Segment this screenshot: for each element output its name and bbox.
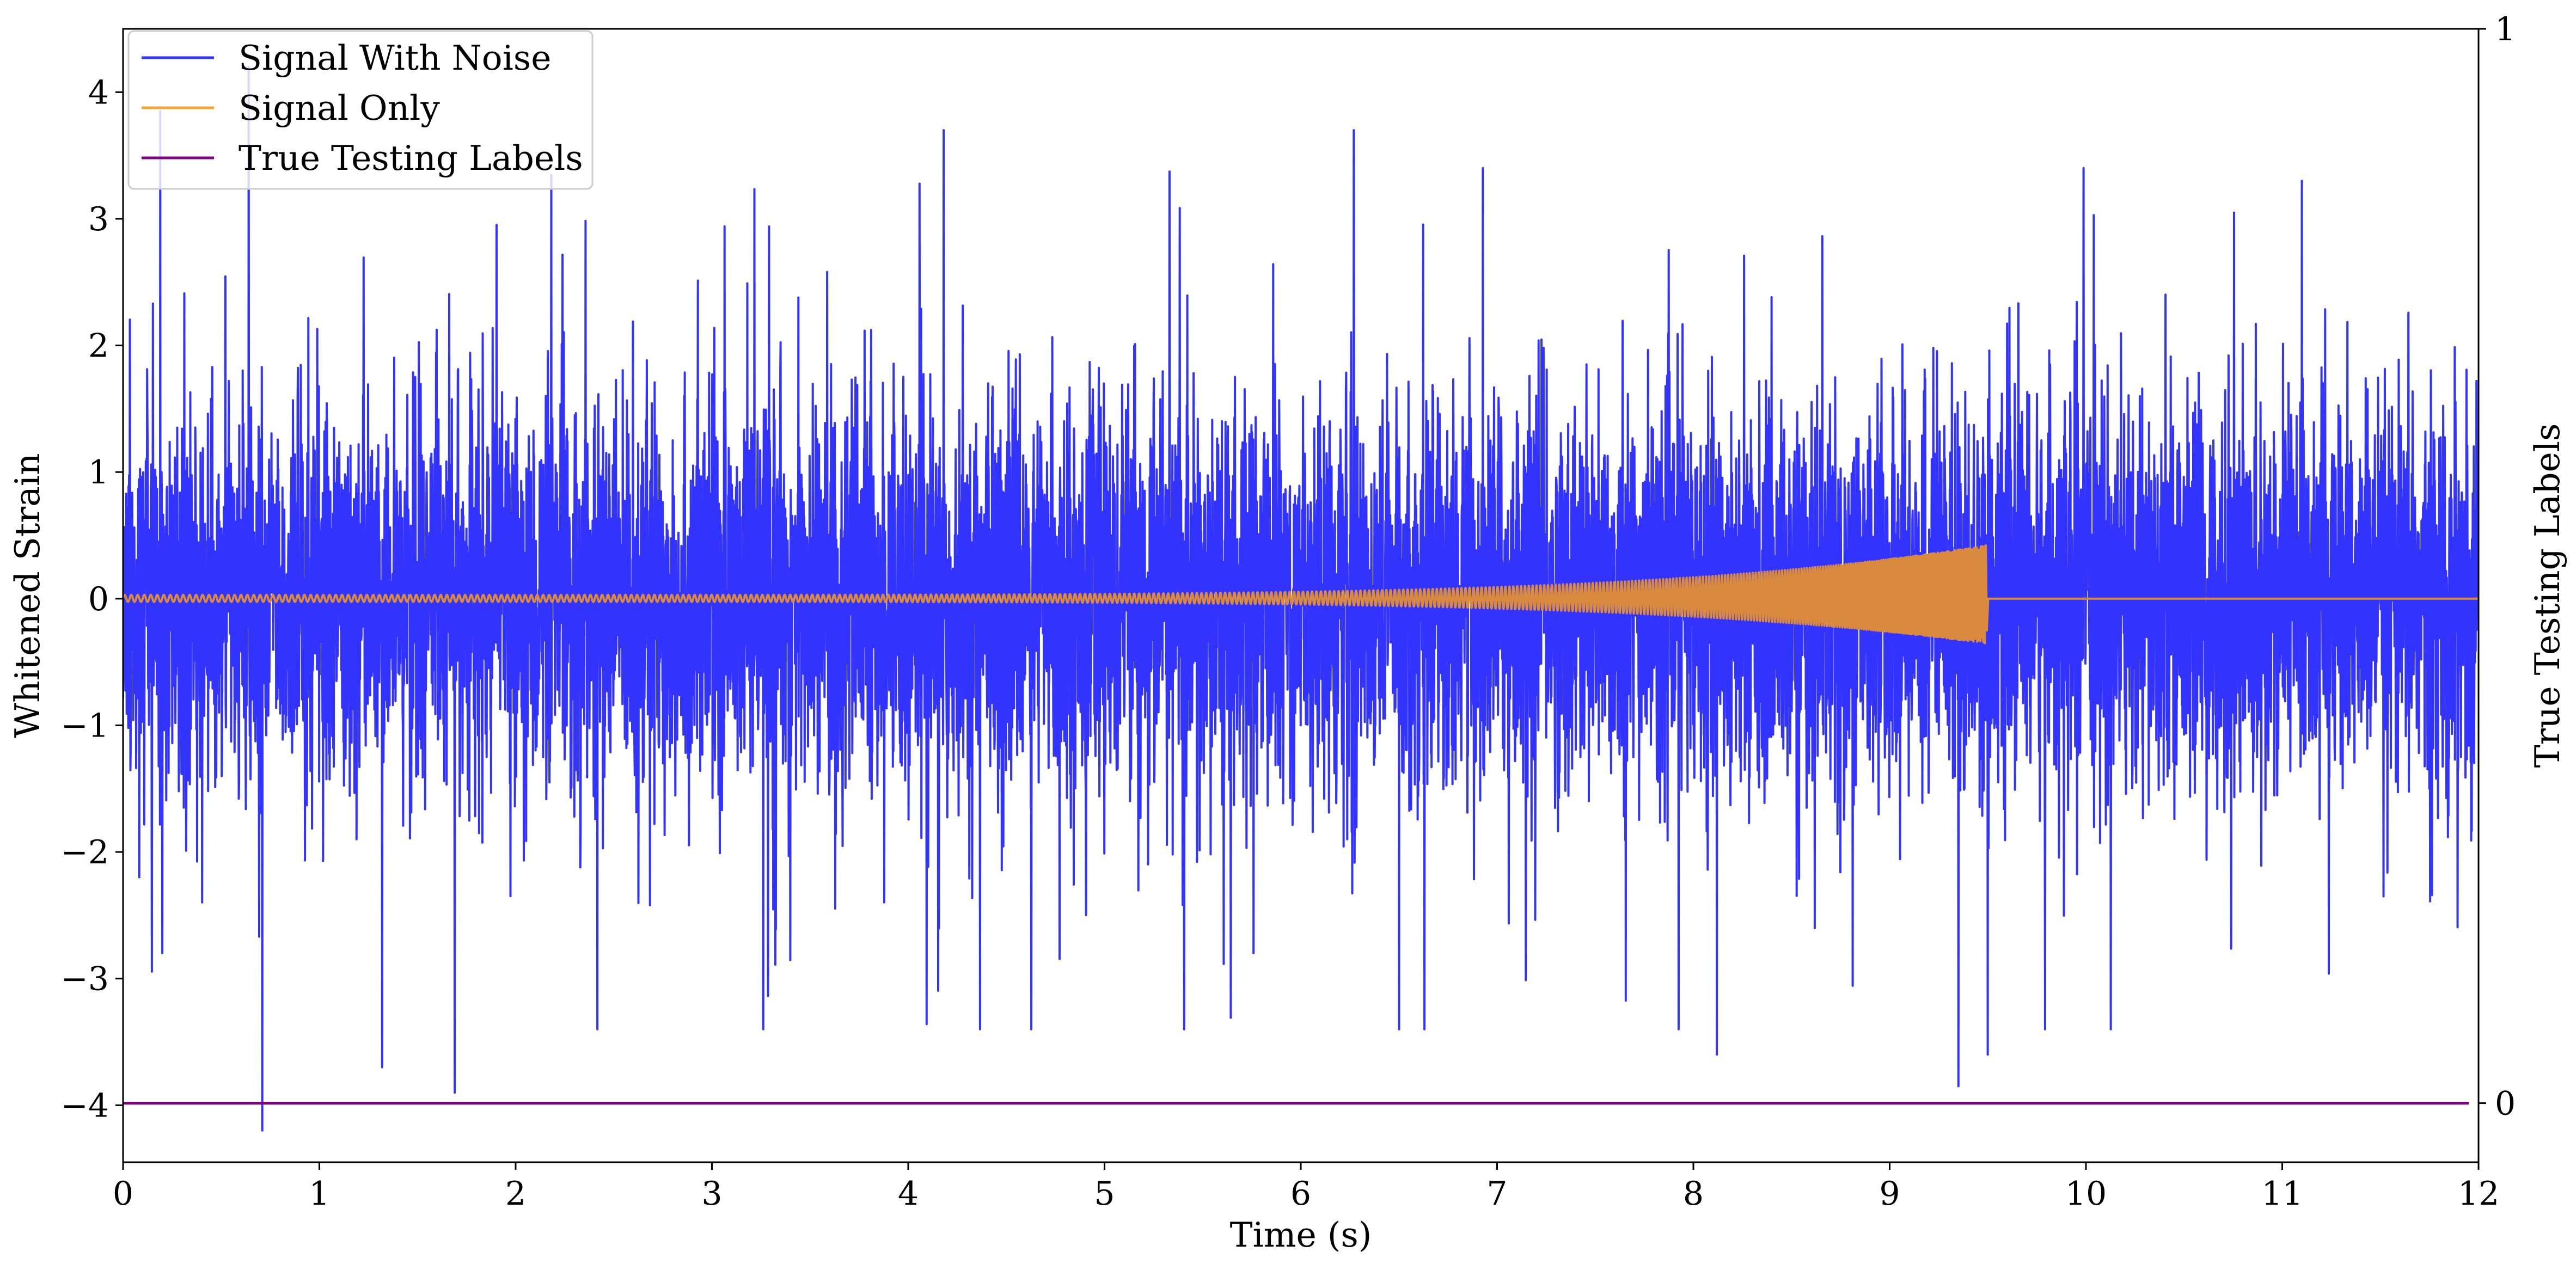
legend-label-signal-only: Signal Only: [238, 88, 440, 128]
y-tick-label: 3: [88, 200, 109, 238]
y-axis-label: Whitened Strain: [8, 453, 47, 738]
y2-tick-label: 0: [2495, 1084, 2516, 1122]
x-tick-label: 7: [1486, 1175, 1507, 1213]
legend-box: [127, 30, 593, 190]
x-tick-label: 10: [2065, 1175, 2107, 1213]
series-signal-only: [123, 544, 2479, 645]
y-tick-label: −3: [61, 960, 109, 998]
x-tick-label: 4: [898, 1175, 919, 1213]
y-tick-label: 0: [88, 580, 109, 618]
legend: Signal With Noise Signal Only True Testi…: [127, 30, 593, 190]
x-tick-label: 5: [1094, 1175, 1115, 1213]
y-tick-label: 4: [88, 73, 109, 112]
x-tick-label: 0: [113, 1175, 133, 1213]
y-tick-label: 2: [88, 327, 109, 365]
series-signal-with-noise: [123, 65, 2479, 1132]
x-tick-label: 1: [309, 1175, 329, 1213]
y2-axis-label: True Testing Labels: [2528, 424, 2567, 768]
y-tick-label: −2: [61, 833, 109, 872]
legend-label-signal-with-noise: Signal With Noise: [238, 38, 551, 78]
plot-area: [123, 65, 2479, 1132]
x-axis-label: Time (s): [1230, 1215, 1372, 1255]
y-tick-label: −1: [61, 707, 109, 745]
y-tick-label: 1: [88, 453, 109, 492]
x-tick-label: 12: [2458, 1175, 2499, 1213]
x-tick-label: 2: [505, 1175, 526, 1213]
x-tick-label: 3: [701, 1175, 722, 1213]
x-tick-label: 6: [1290, 1175, 1311, 1213]
legend-label-true-testing-labels: True Testing Labels: [238, 138, 583, 178]
x-tick-label: 8: [1683, 1175, 1704, 1213]
x-tick-label: 9: [1879, 1175, 1900, 1213]
y2-tick-label: 1: [2495, 10, 2516, 48]
x-tick-label: 11: [2261, 1175, 2303, 1213]
y-tick-label: −4: [61, 1087, 109, 1125]
